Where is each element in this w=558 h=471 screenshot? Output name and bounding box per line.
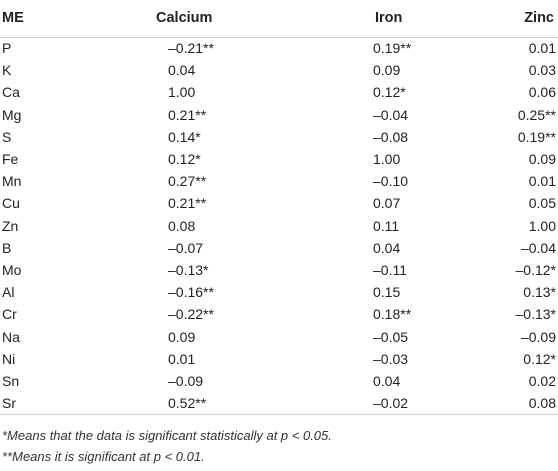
correlation-table: ME Calcium Iron Zinc P –0.21** 0.19** 0.01 K… [0, 0, 558, 415]
element-cell: P [2, 40, 12, 57]
zinc-value-cell: 0.01 [528, 173, 556, 190]
iron-value-cell: –0.02 [373, 394, 409, 411]
calcium-value-cell: –0.16** [168, 284, 214, 301]
table-row: Zn 0.08 0.11 1.00 [0, 215, 558, 237]
zinc-value-cell: 0.05 [528, 195, 556, 212]
element-cell: Al [2, 284, 15, 301]
zinc-value-cell: 0.25** [517, 106, 556, 123]
calcium-value-cell: 0.12* [168, 151, 201, 168]
iron-value-cell: –0.05 [373, 328, 409, 345]
zinc-value-cell: 0.03 [528, 62, 556, 79]
table-row: Sn –0.09 0.04 0.02 [0, 370, 558, 392]
footnote-p001: **Means it is significant at p < 0.01. [2, 448, 205, 464]
element-cell: Ni [2, 350, 16, 367]
iron-value-cell: –0.10 [373, 173, 409, 190]
calcium-value-cell: –0.07 [168, 239, 204, 256]
footnote-p005: *Means that the data is significant stat… [2, 427, 332, 443]
iron-value-cell: 0.09 [373, 62, 401, 79]
table-row: Mg 0.21** –0.04 0.25** [0, 104, 558, 126]
table-row: B –0.07 0.04 –0.04 [0, 237, 558, 259]
element-cell: Zn [2, 217, 19, 234]
zinc-value-cell: –0.12* [515, 261, 556, 278]
zinc-value-cell: 0.01 [528, 40, 556, 57]
calcium-value-cell: 0.08 [168, 217, 196, 234]
zinc-value-cell: 1.00 [528, 217, 556, 234]
table-row: Fe 0.12* 1.00 0.09 [0, 148, 558, 170]
header-calcium: Calcium [156, 10, 213, 27]
element-cell: Cr [2, 306, 17, 323]
calcium-value-cell: –0.13* [168, 261, 209, 278]
calcium-value-cell: 0.21** [168, 195, 207, 212]
iron-value-cell: 0.12* [373, 84, 406, 101]
iron-value-cell: 0.04 [373, 372, 401, 389]
table-row: S 0.14* –0.08 0.19** [0, 126, 558, 148]
element-cell: Sr [2, 394, 16, 411]
element-cell: Ca [2, 84, 20, 101]
element-cell: K [2, 62, 12, 79]
calcium-value-cell: 0.01 [168, 350, 196, 367]
calcium-value-cell: –0.22** [168, 306, 214, 323]
iron-value-cell: 1.00 [373, 151, 401, 168]
table-row: P –0.21** 0.19** 0.01 [0, 37, 558, 59]
iron-value-cell: –0.04 [373, 106, 409, 123]
zinc-value-cell: 0.02 [528, 372, 556, 389]
header-me: ME [2, 10, 24, 27]
zinc-value-cell: 0.19** [517, 128, 556, 145]
zinc-value-cell: 0.09 [528, 151, 556, 168]
table-row: Sr 0.52** –0.02 0.08 [0, 392, 558, 415]
calcium-value-cell: –0.09 [168, 372, 204, 389]
calcium-value-cell: 1.00 [168, 84, 196, 101]
iron-value-cell: 0.18** [373, 306, 412, 323]
iron-value-cell: –0.03 [373, 350, 409, 367]
iron-value-cell: –0.11 [373, 261, 407, 278]
element-cell: Na [2, 328, 20, 345]
table-row: Cr –0.22** 0.18** –0.13* [0, 303, 558, 325]
zinc-value-cell: –0.13* [515, 306, 556, 323]
zinc-value-cell: –0.04 [520, 239, 556, 256]
table-row: Mo –0.13* –0.11 –0.12* [0, 259, 558, 281]
element-cell: Mn [2, 173, 22, 190]
table-row: Ni 0.01 –0.03 0.12* [0, 348, 558, 370]
zinc-value-cell: 0.06 [528, 84, 556, 101]
calcium-value-cell: 0.09 [168, 328, 196, 345]
calcium-value-cell: 0.52** [168, 394, 207, 411]
element-cell: B [2, 239, 12, 256]
iron-value-cell: 0.04 [373, 239, 401, 256]
iron-value-cell: 0.11 [373, 217, 400, 234]
zinc-value-cell: –0.09 [520, 328, 556, 345]
iron-value-cell: –0.08 [373, 128, 409, 145]
table-header-row: ME Calcium Iron Zinc [0, 0, 558, 37]
table-body: P –0.21** 0.19** 0.01 K 0.04 0.09 0.03 Ca 1.00 0.1… [0, 37, 558, 415]
header-zinc: Zinc [524, 10, 554, 27]
table-row: Al –0.16** 0.15 0.13* [0, 281, 558, 303]
element-cell: Fe [2, 151, 19, 168]
footnotes: *Means that the data is significant stat… [0, 415, 558, 467]
zinc-value-cell: 0.12* [523, 350, 556, 367]
table-row: Mn 0.27** –0.10 0.01 [0, 170, 558, 192]
zinc-value-cell: 0.13* [523, 284, 556, 301]
table-row: Ca 1.00 0.12* 0.06 [0, 81, 558, 103]
iron-value-cell: 0.19** [373, 40, 412, 57]
calcium-value-cell: –0.21** [168, 40, 214, 57]
table-row: K 0.04 0.09 0.03 [0, 59, 558, 81]
zinc-value-cell: 0.08 [528, 394, 556, 411]
element-cell: Mo [2, 261, 22, 278]
element-cell: Sn [2, 372, 20, 389]
header-iron: Iron [375, 10, 403, 27]
iron-value-cell: 0.15 [373, 284, 401, 301]
calcium-value-cell: 0.14* [168, 128, 201, 145]
table-row: Cu 0.21** 0.07 0.05 [0, 192, 558, 214]
calcium-value-cell: 0.21** [168, 106, 207, 123]
calcium-value-cell: 0.27** [168, 173, 207, 190]
calcium-value-cell: 0.04 [168, 62, 196, 79]
element-cell: Mg [2, 106, 22, 123]
element-cell: S [2, 128, 12, 145]
element-cell: Cu [2, 195, 20, 212]
iron-value-cell: 0.07 [373, 195, 401, 212]
table-row: Na 0.09 –0.05 –0.09 [0, 325, 558, 347]
